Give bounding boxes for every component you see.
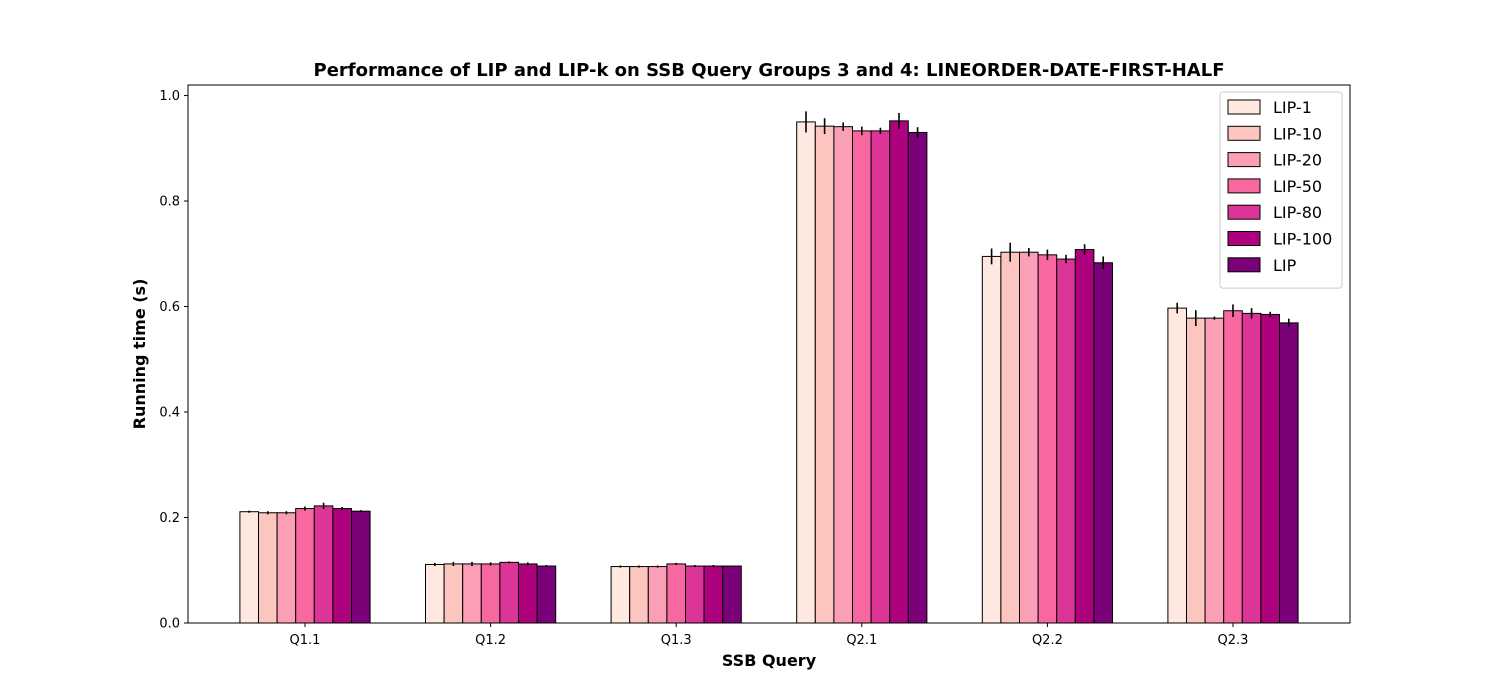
bar-lip-80-q2-3 xyxy=(1241,312,1262,624)
bar-lip-50-q1-3 xyxy=(666,563,687,624)
bar-lip-q2-1 xyxy=(907,131,928,624)
legend-swatch xyxy=(1227,152,1261,168)
bar-lip-1-q2-1 xyxy=(796,121,816,624)
bar-lip-1-q1-1 xyxy=(239,511,259,624)
bar-lip-q1-1 xyxy=(351,510,371,624)
legend-swatch xyxy=(1227,257,1261,273)
bar-lip-80-q2-2 xyxy=(1056,258,1076,624)
legend-label: LIP-80 xyxy=(1273,203,1322,222)
bar-lip-80-q1-3 xyxy=(685,565,705,624)
bar-lip-1-q1-3 xyxy=(610,566,631,624)
bar-lip-80-q2-1 xyxy=(870,130,891,624)
bar-lip-1-q2-2 xyxy=(981,255,1002,624)
x-tick-label: Q2.2 xyxy=(1032,633,1063,648)
y-tick-label: 0.4 xyxy=(159,406,180,421)
plot-area-frame xyxy=(187,84,1351,624)
legend-swatch xyxy=(1227,204,1261,220)
bar-lip-1-q1-2 xyxy=(425,563,445,624)
bar-lip-20-q1-1 xyxy=(276,512,297,624)
x-tick-label: Q1.1 xyxy=(290,633,321,648)
bar-lip-q2-3 xyxy=(1279,322,1299,624)
y-axis: 0.0 0.2 0.4 0.6 0.8 1.0 xyxy=(159,89,188,632)
y-tick-label: 0.2 xyxy=(159,511,180,526)
bar-lip-10-q2-2 xyxy=(1000,251,1021,624)
bar-lip-10-q2-1 xyxy=(814,125,835,624)
bar-lip-10-q1-1 xyxy=(258,512,278,624)
legend-label: LIP-1 xyxy=(1273,98,1312,117)
error-bars-group xyxy=(248,111,1290,568)
y-tick-label: 0.0 xyxy=(159,617,180,632)
bar-lip-50-q2-2 xyxy=(1037,254,1058,624)
bar-lip-50-q1-2 xyxy=(480,563,501,624)
y-tick-label: 0.8 xyxy=(159,195,180,210)
bar-lip-100-q2-3 xyxy=(1260,313,1281,624)
bar-lip-80-q1-2 xyxy=(499,561,519,624)
legend-swatch xyxy=(1227,125,1261,141)
bar-lip-1-q2-3 xyxy=(1167,307,1188,624)
bar-lip-10-q2-3 xyxy=(1186,317,1206,624)
bar-lip-100-q1-1 xyxy=(332,508,352,624)
bar-lip-50-q2-3 xyxy=(1223,310,1243,624)
bar-lip-50-q2-1 xyxy=(852,130,872,624)
bar-lip-20-q2-2 xyxy=(1019,251,1039,624)
y-axis-label: Running time (s) xyxy=(130,279,149,430)
legend-label: LIP xyxy=(1273,256,1297,275)
bar-lip-q1-2 xyxy=(536,565,557,624)
bar-lip-100-q1-2 xyxy=(518,563,538,624)
y-tick-label: 0.6 xyxy=(159,300,180,315)
legend-label: LIP-50 xyxy=(1273,177,1322,196)
bar-lip-20-q2-3 xyxy=(1204,317,1225,624)
x-tick-label: Q2.3 xyxy=(1218,633,1249,648)
bar-lip-q1-3 xyxy=(722,565,742,624)
bar-lip-20-q1-2 xyxy=(462,563,482,624)
y-tick-label: 1.0 xyxy=(159,89,180,104)
legend-label: LIP-100 xyxy=(1273,230,1332,249)
legend-swatch xyxy=(1227,178,1261,194)
bar-lip-20-q1-3 xyxy=(647,566,668,624)
x-tick-label: Q1.3 xyxy=(661,633,692,648)
x-tick-label: Q2.1 xyxy=(846,633,877,648)
bar-lip-100-q2-2 xyxy=(1074,249,1095,624)
x-axis: Q1.1 Q1.2 Q1.3 Q2.1 Q2.2 Q2.3 xyxy=(290,623,1249,648)
bar-lip-10-q1-3 xyxy=(629,566,649,624)
legend-swatch xyxy=(1227,231,1261,246)
legend: LIP-1 LIP-10 LIP-20 LIP-50 LIP-80 LIP-100 LIP xyxy=(1219,91,1343,289)
bar-lip-20-q2-1 xyxy=(833,126,854,624)
bar-lip-q2-2 xyxy=(1093,262,1114,624)
legend-label: LIP-20 xyxy=(1273,151,1322,170)
bars-group xyxy=(239,120,1299,624)
bar-lip-100-q2-1 xyxy=(889,120,909,624)
chart-title: Performance of LIP and LIP-k on SSB Quer… xyxy=(314,60,1225,81)
bar-lip-80-q1-1 xyxy=(313,505,334,624)
legend-swatch xyxy=(1227,99,1261,115)
bar-lip-50-q1-1 xyxy=(295,508,315,624)
x-tick-label: Q1.2 xyxy=(475,633,506,648)
bar-lip-100-q1-3 xyxy=(703,565,724,624)
bar-lip-10-q1-2 xyxy=(443,563,464,624)
x-axis-label: SSB Query xyxy=(722,651,817,670)
legend-label: LIP-10 xyxy=(1273,124,1322,143)
